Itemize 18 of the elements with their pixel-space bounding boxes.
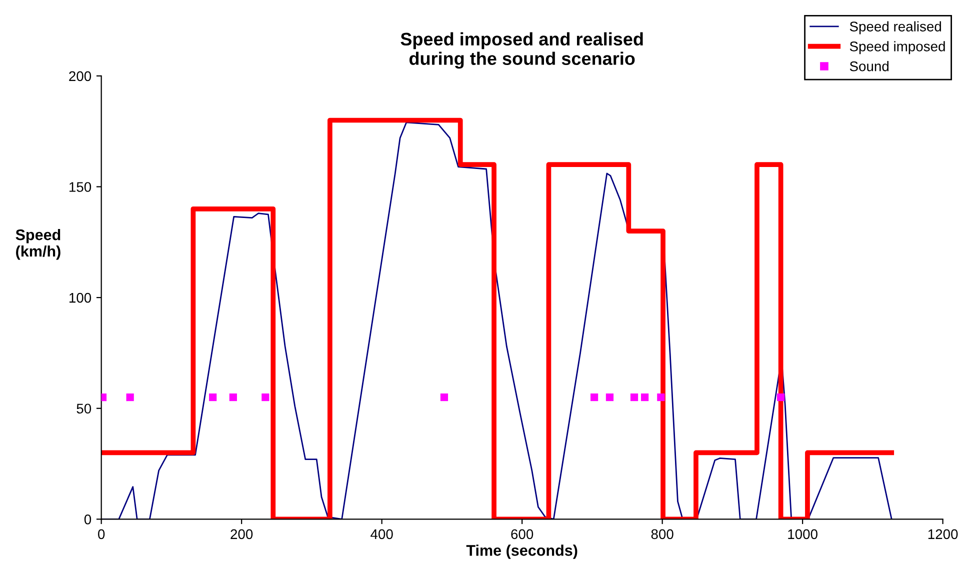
x-tick-label: 200 <box>230 529 253 540</box>
x-tick-label: 1000 <box>788 529 818 540</box>
y-tick-label: 100 <box>69 292 92 303</box>
y-tick-label: 50 <box>76 404 92 414</box>
legend-label: Speed realised <box>850 21 941 34</box>
legend-label: Sound <box>850 61 888 72</box>
y-tick-label: 150 <box>69 182 92 192</box>
x-axis-title: Time (seconds) <box>466 544 578 559</box>
y-tick-label: 200 <box>69 71 92 82</box>
x-tick-label: 400 <box>370 529 393 540</box>
x-tick-label: 600 <box>511 529 534 540</box>
x-tick-label: 1200 <box>928 529 958 540</box>
y-tick-label: 0 <box>84 514 92 524</box>
chart-title: Speed imposed and realised during the sound scenario <box>400 32 643 69</box>
y-axis-title: Speed (km/h) <box>16 229 60 260</box>
legend-label: Speed imposed <box>850 41 945 54</box>
x-tick-label: 800 <box>651 529 674 540</box>
x-tick-label: 0 <box>98 529 105 540</box>
